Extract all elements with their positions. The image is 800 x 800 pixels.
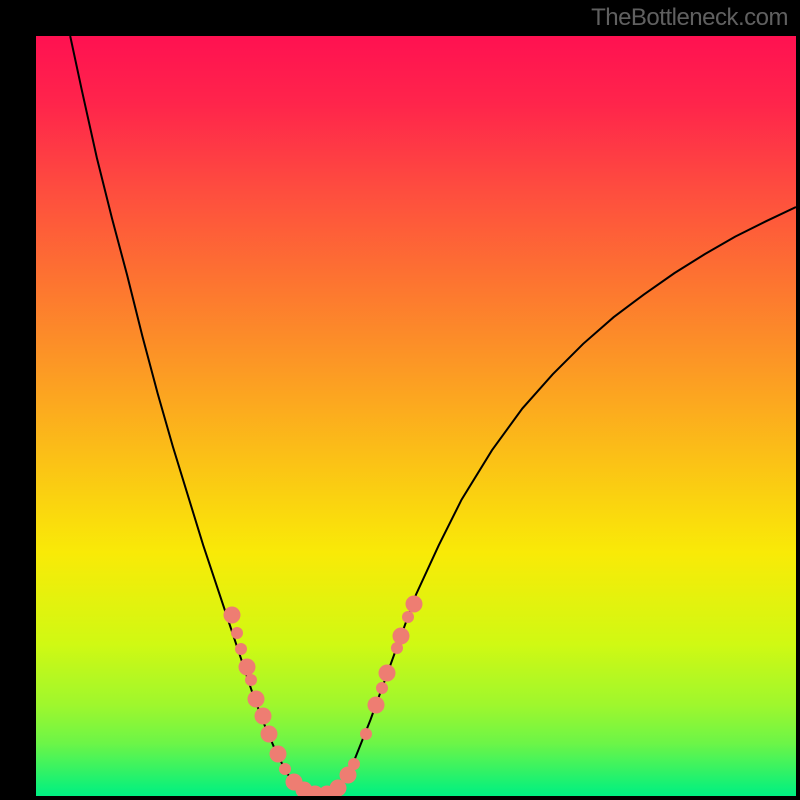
right-curve [321, 207, 796, 796]
scatter-dot [379, 664, 396, 681]
scatter-dot [367, 696, 384, 713]
curve-layer [36, 36, 796, 796]
watermark-text: TheBottleneck.com [591, 4, 788, 32]
scatter-dot [279, 763, 291, 775]
scatter-dot [231, 627, 243, 639]
scatter-dot [402, 611, 414, 623]
scatter-dot [348, 758, 360, 770]
scatter-dot [360, 728, 372, 740]
scatter-dot [261, 725, 278, 742]
scatter-dot [269, 746, 286, 763]
scatter-dot [239, 658, 256, 675]
scatter-dot [255, 708, 272, 725]
scatter-dot [248, 690, 265, 707]
left-curve [70, 36, 321, 796]
scatter-dot [224, 607, 241, 624]
scatter-dot [405, 595, 422, 612]
scatter-dot [376, 682, 388, 694]
scatter-dot [235, 643, 247, 655]
scatter-dot [245, 674, 257, 686]
scatter-dot [392, 628, 409, 645]
chart-plot-area [36, 36, 796, 796]
